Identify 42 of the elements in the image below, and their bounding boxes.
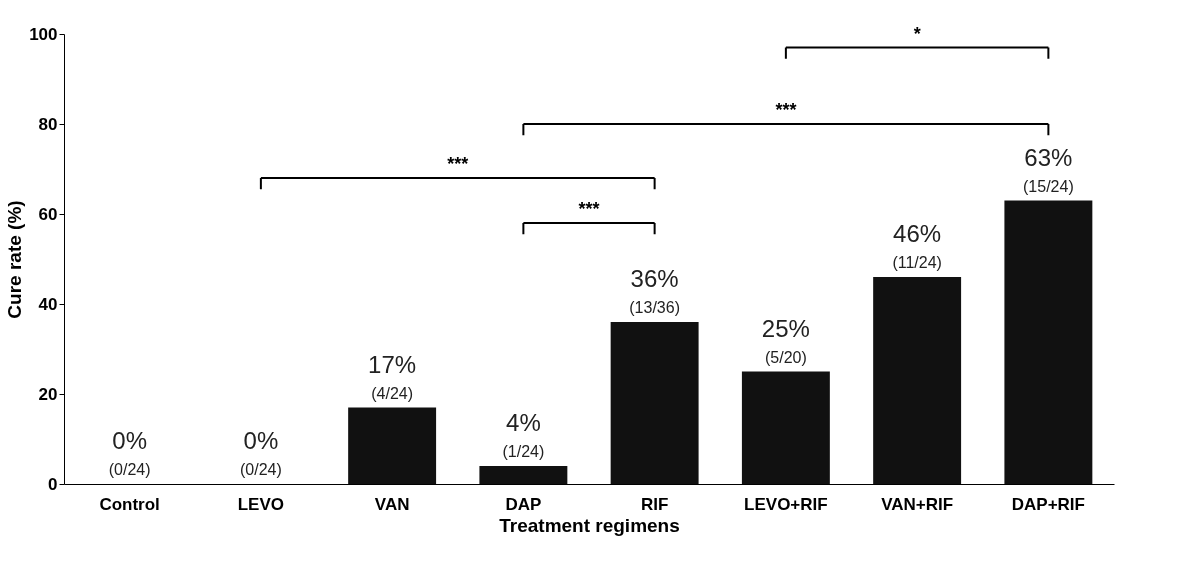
data-label: 25%	[761, 314, 810, 342]
annotation: (1/24)	[502, 443, 545, 460]
y-tick-label: 20	[38, 384, 58, 404]
x-tick-label: DAP	[505, 494, 542, 514]
annotation: (11/24)	[892, 254, 942, 271]
data-label: 17%	[368, 350, 417, 378]
y-tick-label: 40	[38, 294, 58, 314]
data-label: 0%	[243, 427, 279, 454]
y-tick-label: 100	[29, 24, 58, 44]
y-tick-label: 80	[38, 114, 58, 134]
x-tick-label: VAN	[374, 494, 410, 514]
y-axis-title: Cure rate (%)	[4, 200, 26, 319]
x-tick-label: Control	[99, 494, 160, 514]
annotation: *	[913, 23, 921, 44]
bar	[479, 466, 568, 484]
data-label: 36%	[630, 265, 679, 292]
annotation: (4/24)	[371, 384, 414, 402]
y-tick-label: 60	[38, 204, 58, 224]
bar	[348, 407, 437, 484]
data-label: 63%	[1024, 143, 1073, 171]
bar	[610, 322, 699, 484]
annotation: ***	[578, 199, 600, 219]
data-label: 4%	[506, 409, 541, 436]
x-tick-label: LEVO	[237, 494, 285, 514]
annotation: (15/24)	[1023, 177, 1074, 195]
bar	[741, 371, 830, 484]
bar	[1004, 200, 1093, 484]
annotation: (5/20)	[764, 348, 807, 366]
annotation: (13/36)	[629, 299, 680, 316]
data-label: 46%	[893, 220, 942, 247]
annotation: (0/24)	[108, 461, 151, 478]
data-label: 0%	[112, 427, 147, 454]
annotation: ***	[775, 100, 797, 120]
x-tick-label: DAP+RIF	[1011, 494, 1085, 514]
x-tick-label: RIF	[640, 494, 669, 514]
annotation: ***	[447, 154, 469, 174]
x-tick-label: VAN+RIF	[881, 494, 954, 514]
y-tick-label: 0	[48, 474, 58, 494]
bar	[873, 277, 962, 484]
x-axis-title: Treatment regimens	[499, 514, 680, 536]
annotation: (0/24)	[239, 461, 282, 478]
x-tick-label: LEVO+RIF	[744, 494, 828, 514]
